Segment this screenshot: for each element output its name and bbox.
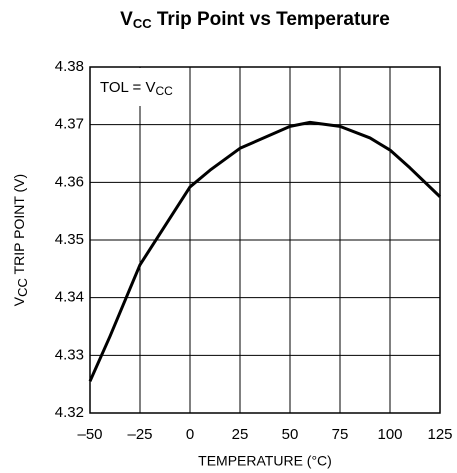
x-tick-label: –25 [127, 426, 152, 443]
x-tick-label: 100 [377, 426, 402, 443]
annotation-box [91, 68, 187, 106]
x-tick-label: 50 [282, 426, 299, 443]
plot-frame [89, 66, 441, 414]
y-axis-label: VCC TRIP POINT (V) [11, 174, 31, 306]
chart-title: VCC Trip Point vs Temperature [120, 9, 390, 31]
x-tick-label: 25 [232, 426, 249, 443]
title-subscript: CC [133, 16, 152, 31]
title-part: Trip Point vs Temperature [152, 9, 390, 30]
x-tick-label: 75 [332, 426, 349, 443]
line-series [88, 120, 442, 382]
y-tick-label: 4.35 [55, 231, 84, 248]
y-tick-label: 4.38 [55, 58, 84, 75]
x-tick-label: 125 [427, 426, 452, 443]
annotation-part: TOL = V [100, 79, 155, 96]
y-tick-label: 4.33 [55, 346, 84, 363]
y-tick-label: 4.37 [55, 116, 84, 133]
y-label-subscript: CC [15, 278, 30, 297]
x-tick-label: –50 [77, 426, 102, 443]
x-tick-label: 0 [186, 426, 194, 443]
title-part: V [120, 9, 133, 30]
annotation-subscript: CC [155, 84, 173, 98]
y-tick-label: 4.36 [55, 173, 84, 190]
y-label-part: V [11, 296, 27, 306]
y-label-part: TRIP POINT (V) [11, 174, 27, 278]
y-tick-label: 4.32 [55, 404, 84, 421]
annotation: TOL = VCC [100, 79, 173, 98]
y-tick-label: 4.34 [55, 289, 84, 306]
x-axis-label: TEMPERATURE (°C) [198, 453, 332, 469]
